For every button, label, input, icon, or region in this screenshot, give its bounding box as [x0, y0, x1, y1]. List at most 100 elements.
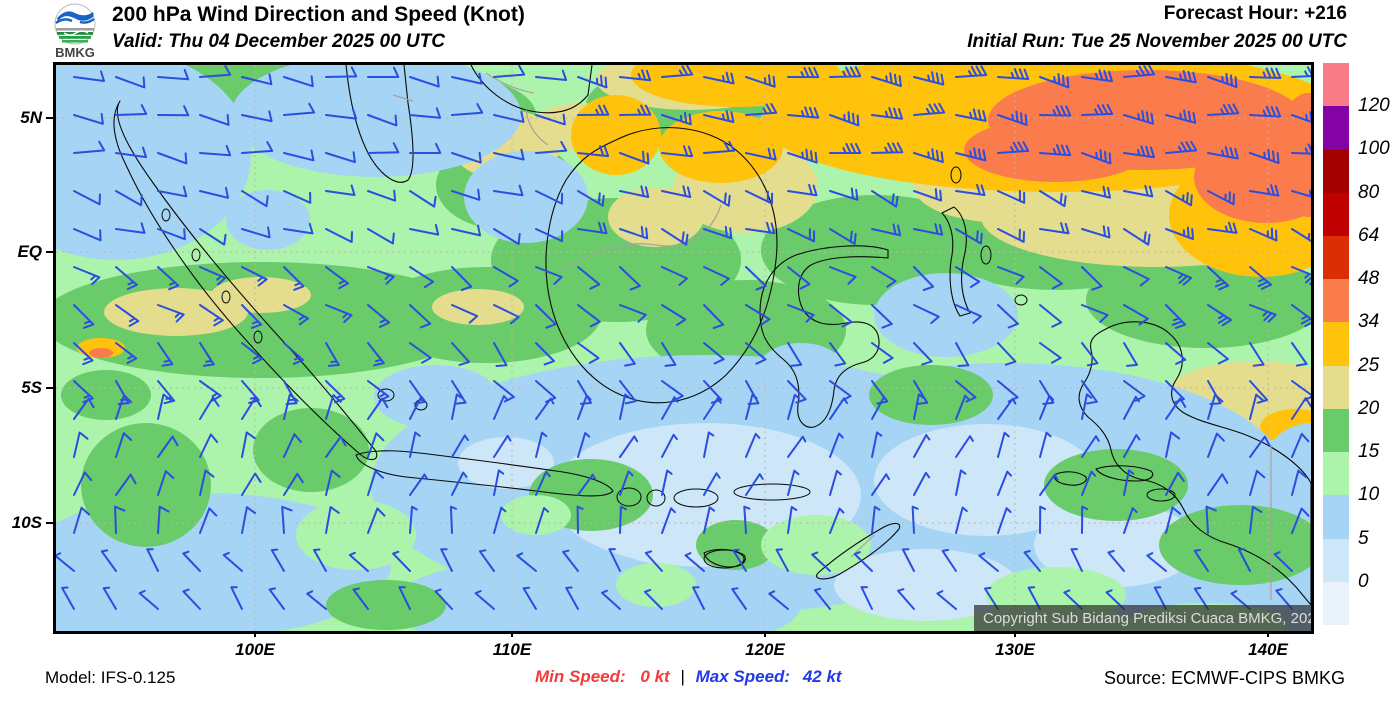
wind-barb	[367, 432, 385, 458]
wind-barb	[1123, 184, 1154, 198]
wind-barb	[283, 266, 305, 291]
country-border	[525, 109, 549, 146]
wind-speed-colorbar	[1323, 63, 1349, 625]
wind-barb	[745, 432, 761, 458]
colorbar-segment	[1323, 495, 1349, 539]
wind-barb	[157, 470, 175, 496]
bmkg-logo-text: BMKG	[55, 45, 95, 60]
wind-barb	[535, 69, 568, 81]
wind-barb	[661, 228, 689, 246]
wind-barb	[787, 67, 820, 79]
wind-barb	[661, 469, 673, 496]
wind-barb	[619, 304, 647, 323]
wind-barb	[535, 304, 557, 329]
wind-barb	[745, 221, 776, 235]
lon-tick	[254, 631, 256, 637]
coastline	[1053, 471, 1087, 486]
wind-barb	[997, 110, 1028, 126]
wind-speed-shading	[61, 370, 151, 420]
wind-barb	[577, 342, 600, 364]
colorbar-label-48: 48	[1358, 268, 1380, 290]
wind-barb	[73, 190, 101, 206]
colorbar-segment	[1323, 192, 1349, 236]
wind-barb	[493, 111, 525, 123]
wind-speed-shading	[1034, 503, 1198, 587]
wind-barb	[1165, 190, 1193, 207]
wind-barb	[325, 228, 353, 243]
wind-barb	[115, 473, 137, 496]
wind-barb	[493, 148, 525, 161]
wind-barb	[61, 586, 75, 610]
wind-barb	[535, 266, 563, 285]
wind-barb	[1081, 380, 1098, 405]
wind-barb	[743, 505, 751, 534]
wind-barb	[577, 304, 601, 328]
wind-barb	[283, 304, 309, 326]
wind-barb	[73, 431, 89, 458]
wind-barb	[829, 304, 853, 328]
wind-barb	[703, 506, 716, 534]
wind-barb	[157, 266, 180, 291]
wind-barb	[199, 186, 229, 199]
coastline	[1078, 321, 1312, 606]
wind-barb	[478, 549, 495, 572]
wind-barb	[367, 228, 395, 245]
wind-barb	[157, 304, 185, 323]
wind-barb	[1249, 469, 1266, 496]
coastline	[355, 450, 614, 497]
wind-barb	[157, 68, 190, 81]
wind-barb	[451, 304, 479, 324]
wind-barb	[1081, 266, 1103, 291]
lat-tick	[46, 522, 53, 524]
wind-barb	[325, 506, 340, 534]
wind-barb	[535, 342, 555, 366]
wind-barb	[1023, 550, 1041, 572]
wind-barb	[661, 64, 694, 78]
wind-barb	[241, 506, 256, 534]
wind-barb	[352, 587, 369, 610]
wind-barb	[955, 506, 968, 534]
min-speed-label: Min Speed:	[535, 667, 626, 686]
wind-barb	[1291, 469, 1307, 496]
wind-speed-shading	[326, 580, 446, 630]
wind-speed-shading	[501, 495, 571, 535]
wind-barb	[732, 548, 747, 572]
island-outline	[616, 487, 642, 507]
wind-barb	[434, 588, 453, 610]
wind-barb	[1123, 342, 1138, 367]
wind-barb	[661, 304, 687, 326]
wind-barb	[409, 342, 432, 364]
colorbar-segment	[1323, 106, 1349, 150]
wind-barb	[199, 113, 230, 126]
wind-barb	[619, 104, 652, 116]
wind-barb	[1207, 190, 1235, 206]
wind-barb	[1165, 506, 1182, 534]
colorbar-label-10: 10	[1358, 484, 1380, 506]
wind-barb	[73, 304, 95, 329]
wind-barb	[871, 142, 904, 154]
wind-barb	[493, 304, 520, 325]
wind-barb	[182, 550, 201, 572]
wind-barb	[367, 304, 391, 328]
wind-barb	[661, 396, 679, 420]
wind-barb	[493, 184, 524, 197]
wind-barb	[283, 75, 314, 88]
wind-barb	[787, 106, 820, 119]
wind-barb	[73, 140, 106, 154]
wind-barb	[829, 228, 857, 245]
wind-barb	[115, 304, 140, 327]
wind-barb-layer	[54, 64, 1324, 610]
wind-barb	[787, 266, 811, 290]
colorbar-segment	[1323, 452, 1349, 496]
wind-barb	[1123, 110, 1154, 125]
wind-barb	[409, 266, 435, 289]
wind-barb	[955, 469, 967, 496]
wind-barb	[684, 552, 705, 572]
wind-barb	[1165, 304, 1187, 329]
wind-barb	[745, 266, 767, 291]
colorbar-label-34: 34	[1358, 311, 1380, 333]
wind-barb	[493, 228, 521, 245]
wind-barb	[73, 506, 90, 534]
wind-barb	[1165, 397, 1187, 420]
wind-barb	[829, 342, 847, 367]
